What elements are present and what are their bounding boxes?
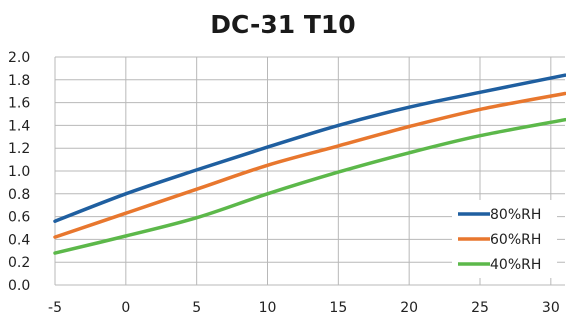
- legend-label: 80%RH: [490, 207, 541, 223]
- series-line-40%RH: [53, 117, 566, 255]
- x-tick-label: -5: [48, 300, 62, 316]
- y-tick-label: 1.6: [8, 96, 30, 112]
- legend-label: 40%RH: [490, 257, 541, 273]
- y-tick-label: 0.4: [8, 232, 30, 248]
- y-tick-label: 1.8: [8, 73, 30, 89]
- x-tick-label: 30: [542, 300, 560, 316]
- x-tick-label: 15: [329, 300, 347, 316]
- x-tick-label: 10: [259, 300, 277, 316]
- series-lines: [53, 73, 566, 255]
- y-tick-label: 0.8: [8, 187, 30, 203]
- y-tick-label: 0.6: [8, 210, 30, 226]
- x-tick-label: 25: [471, 300, 489, 316]
- y-tick-label: 0.2: [8, 255, 30, 271]
- legend: 80%RH 60%RH 40%RH: [452, 200, 557, 278]
- y-tick-label: 1.4: [8, 118, 30, 134]
- y-axis-ticks: 0.0 0.2 0.4 0.6 0.8 1.0 1.2 1.4 1.6 1.8 2.0: [8, 50, 30, 294]
- legend-label: 60%RH: [490, 232, 541, 248]
- grid: [54, 56, 565, 286]
- y-tick-label: 2.0: [8, 50, 30, 66]
- x-tick-label: 20: [400, 300, 418, 316]
- y-tick-label: 1.2: [8, 141, 30, 157]
- series-line-60%RH: [53, 91, 566, 239]
- y-tick-label: 0.0: [8, 278, 30, 294]
- chart-title: DC-31 T10: [210, 10, 356, 39]
- x-tick-label: 0: [121, 300, 130, 316]
- y-tick-label: 1.0: [8, 164, 30, 180]
- x-axis-ticks: -5 0 5 10 15 20 25 30: [48, 300, 560, 316]
- x-tick-label: 5: [192, 300, 201, 316]
- series-line-80%RH: [53, 73, 566, 223]
